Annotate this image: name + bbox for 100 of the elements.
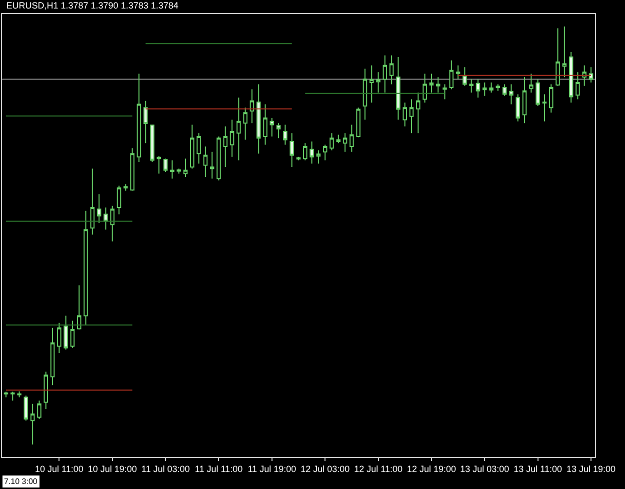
candlestick [409, 98, 414, 134]
candlestick [469, 78, 474, 94]
candlestick [522, 76, 527, 124]
candlestick [4, 391, 8, 398]
candlestick [568, 52, 574, 104]
candlestick [322, 144, 328, 161]
x-tick-label: 13 Jul 03:00 [460, 464, 510, 474]
candlestick [482, 82, 487, 96]
candlestick [442, 84, 447, 100]
candlestick [263, 104, 268, 146]
candlestick [376, 72, 380, 94]
x-tick-label: 10 Jul 19:00 [88, 464, 137, 474]
candlestick [536, 78, 540, 106]
candlestick [223, 126, 228, 168]
candlestick [303, 142, 308, 161]
candlestick [576, 72, 580, 100]
candlestick [396, 56, 400, 120]
candlestick [156, 156, 162, 174]
candlestick [509, 84, 514, 105]
candlestick [350, 124, 354, 152]
x-tick-label: 12 Jul 03:00 [300, 464, 350, 474]
candlestick [230, 119, 234, 158]
candlestick [402, 102, 407, 127]
candlestick [562, 26, 567, 78]
candlestick [356, 107, 360, 138]
candlestick [449, 60, 454, 90]
candlestick [116, 185, 122, 215]
candlestick [190, 124, 194, 170]
x-tick-label: 13 Jul 19:00 [566, 464, 616, 474]
candlestick [143, 100, 148, 144]
candlestick [429, 73, 434, 94]
candlestick [90, 168, 95, 236]
candlestick [270, 118, 274, 137]
candlestick [529, 73, 534, 94]
candlestick [170, 160, 174, 180]
candlestick [24, 395, 28, 422]
candlestick [382, 54, 388, 94]
x-tick-label: 11 Jul 19:00 [248, 464, 296, 474]
candlestick [243, 107, 248, 140]
candlestick [436, 76, 440, 94]
candlestick [136, 73, 142, 162]
candlestick [110, 205, 114, 242]
candlestick [330, 132, 334, 151]
candlestick [370, 64, 374, 104]
candlestick [183, 158, 188, 178]
candlestick [76, 284, 82, 330]
candlestick [210, 151, 214, 180]
candlestick [44, 371, 48, 410]
candlestick [150, 124, 154, 162]
x-tick-label: 12 Jul 19:00 [406, 464, 456, 474]
candlestick [336, 134, 341, 144]
candlestick [163, 158, 168, 172]
candlestick [476, 78, 480, 98]
candlestick [50, 327, 55, 386]
candlestick [362, 68, 368, 120]
candlestick [57, 322, 62, 354]
candlestick [516, 94, 520, 122]
candlestick [70, 320, 75, 348]
x-tick-label: 13 Jul 11:00 [514, 464, 562, 474]
candlestick [489, 82, 494, 94]
chart-title: EURUSD,H1 1.3787 1.3790 1.3783 1.3784 [6, 0, 178, 11]
candlestick [542, 94, 547, 122]
candlestick [203, 146, 208, 178]
candlestick [104, 207, 108, 230]
candlestick [30, 403, 35, 445]
candlestick [462, 66, 467, 86]
candlestick [502, 84, 507, 96]
x-tick-label: 11 Jul 11:00 [194, 464, 243, 474]
candlestick [556, 28, 560, 86]
candlestick [456, 64, 460, 80]
candlestick [84, 210, 88, 326]
candlestick [290, 132, 294, 168]
text: 7.10 3:00 [4, 477, 38, 486]
candlestick [37, 400, 42, 420]
x-tick-label: 12 Jul 11:00 [354, 464, 402, 474]
candlestick [422, 73, 427, 104]
candlestick [176, 168, 181, 174]
candlestick [342, 132, 348, 152]
candlestick [216, 136, 221, 181]
x-tick-label: 11 Jul 03:00 [141, 464, 190, 474]
candlestick [236, 97, 241, 161]
candlestick [310, 140, 314, 164]
candlestick [416, 92, 420, 134]
candlestick [196, 132, 201, 164]
candlestick [17, 390, 22, 398]
candlestick [96, 194, 102, 224]
x-tick-label: 10 Jul 11:00 [34, 464, 84, 474]
candlestick [276, 122, 281, 139]
candlestick [548, 84, 554, 114]
candlestick [124, 184, 128, 192]
candlestick [64, 315, 68, 350]
candlestick [316, 150, 321, 164]
candlestick [588, 66, 594, 84]
candlestick [256, 84, 261, 154]
candlestick [250, 88, 254, 124]
candlestick [389, 54, 394, 85]
candlestick [496, 84, 500, 92]
candlestick [130, 148, 134, 192]
candlestick [10, 391, 15, 402]
candlestick [283, 124, 288, 146]
